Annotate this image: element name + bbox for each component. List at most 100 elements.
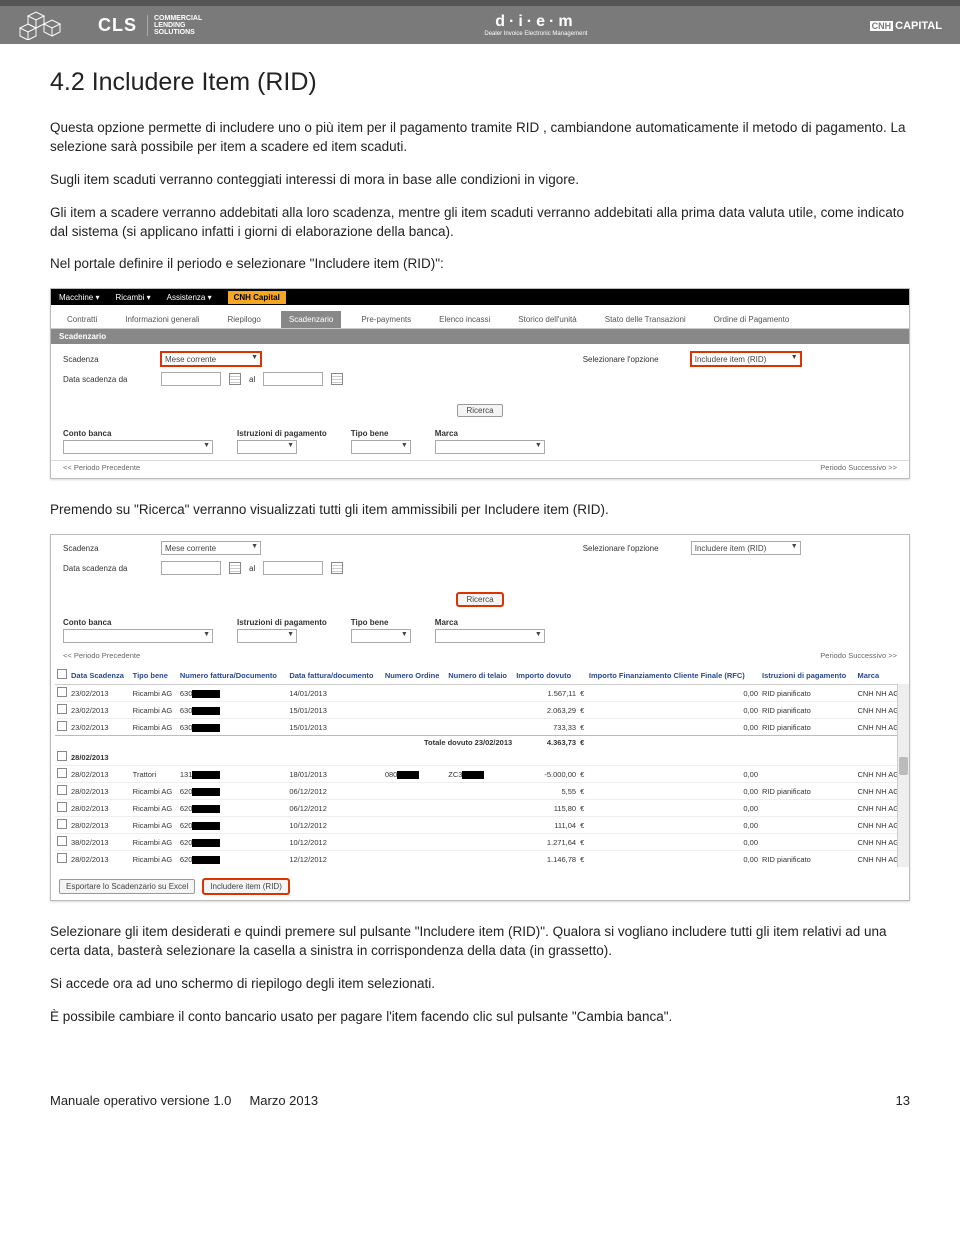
s2-data-al-input[interactable] [263, 561, 323, 575]
th-data: Data Scadenza [69, 666, 131, 685]
s2-scadenza-label: Scadenza [63, 544, 153, 553]
row-checkbox[interactable] [57, 819, 67, 829]
tab-contratti[interactable]: Contratti [59, 311, 105, 328]
table-row: 28/02/2013Ricambi AG62012/12/20121.146,7… [55, 851, 905, 868]
cell-istr [760, 800, 855, 817]
next-period[interactable]: Periodo Successivo >> [820, 463, 897, 472]
cell-eur: € [578, 702, 587, 719]
cell-numt [446, 851, 514, 868]
s2-selop-select[interactable]: Includere item (RID) [691, 541, 801, 555]
data-al-input[interactable] [263, 372, 323, 386]
tab-elenco[interactable]: Elenco incassi [431, 311, 498, 328]
s2-conto-select[interactable] [63, 629, 213, 643]
row-checkbox[interactable] [57, 836, 67, 846]
s2-tipo-select[interactable] [351, 629, 411, 643]
th-dataf: Data fattura/documento [287, 666, 382, 685]
marca-select[interactable] [435, 440, 545, 454]
calendar-icon[interactable] [229, 373, 241, 385]
include-rid-button[interactable]: Includere item (RID) [203, 879, 289, 894]
row-checkbox[interactable] [57, 802, 67, 812]
group-checkbox[interactable] [57, 751, 67, 761]
cell-istr: RID pianificato [760, 685, 855, 702]
diem-logo: d·i·e·m [484, 13, 587, 31]
cell-numt: ZC3 [446, 766, 514, 783]
cell-dataf: 15/01/2013 [287, 719, 382, 736]
nav-assistenza[interactable]: Assistenza ▾ [167, 293, 212, 302]
th-marca: Marca [855, 666, 905, 685]
s2-marca-select[interactable] [435, 629, 545, 643]
tab-stato[interactable]: Stato delle Transazioni [597, 311, 694, 328]
conto-select[interactable] [63, 440, 213, 454]
cell-impf: 0,00 [587, 766, 760, 783]
para-3: Gli item a scadere verranno addebitati a… [50, 204, 910, 242]
cell-numo [383, 851, 446, 868]
tab-storico[interactable]: Storico dell'unità [510, 311, 584, 328]
prev-period[interactable]: << Periodo Precedente [63, 463, 140, 472]
sub-tabs: Contratti Informazioni generali Riepilog… [51, 305, 909, 329]
cell-numo [383, 817, 446, 834]
cell-impf: 0,00 [587, 817, 760, 834]
cell-dataf: 06/12/2012 [287, 783, 382, 800]
cell-imp: 1.146,78 [514, 851, 578, 868]
row-checkbox[interactable] [57, 687, 67, 697]
istr-label: Istruzioni di pagamento [237, 429, 327, 438]
s2-selop-label: Selezionare l'opzione [583, 544, 683, 553]
row-checkbox[interactable] [57, 853, 67, 863]
tab-riepilogo[interactable]: Riepilogo [220, 311, 269, 328]
nav-cnh-capital[interactable]: CNH Capital [228, 291, 286, 304]
tab-ordine[interactable]: Ordine di Pagamento [706, 311, 798, 328]
th-imp: Importo dovuto [514, 666, 578, 685]
cell-eur: € [578, 800, 587, 817]
cell-dataf: 14/01/2013 [287, 685, 382, 702]
tab-info[interactable]: Informazioni generali [117, 311, 207, 328]
export-excel-button[interactable]: Esportare lo Scadenzario su Excel [59, 879, 195, 894]
cell-data: 38/02/2013 [69, 834, 131, 851]
ricerca-button[interactable]: Ricerca [457, 404, 502, 417]
cell-data: 23/02/2013 [69, 719, 131, 736]
data-da-input[interactable] [161, 372, 221, 386]
s2-prev-period[interactable]: << Periodo Precedente [63, 651, 140, 660]
cell-data: 28/02/2013 [69, 766, 131, 783]
s2-next-period[interactable]: Periodo Successivo >> [820, 651, 897, 660]
calendar-icon-4[interactable] [331, 562, 343, 574]
cell-dataf: 12/12/2012 [287, 851, 382, 868]
scadenza-select[interactable]: Mese corrente [161, 352, 261, 366]
cell-istr [760, 817, 855, 834]
nav-ricambi[interactable]: Ricambi ▾ [116, 293, 151, 302]
panel-header: Scadenzario [51, 329, 909, 344]
s2-data-da-input[interactable] [161, 561, 221, 575]
page-body: 4.2 Includere Item (RID) Questa opzione … [0, 44, 960, 1053]
row-checkbox[interactable] [57, 721, 67, 731]
calendar-icon-2[interactable] [331, 373, 343, 385]
istr-select[interactable] [237, 440, 297, 454]
table-row: 23/02/2013Ricambi AG63015/01/20132.063,2… [55, 702, 905, 719]
nav-macchine[interactable]: Macchine ▾ [59, 293, 100, 302]
scadenza-label: Scadenza [63, 355, 153, 364]
tipo-select[interactable] [351, 440, 411, 454]
cell-tipo: Ricambi AG [131, 783, 178, 800]
cell-eur: € [578, 834, 587, 851]
s2-ricerca-button[interactable]: Ricerca [457, 593, 502, 606]
selop-select[interactable]: Includere item (RID) [691, 352, 801, 366]
s2-data-da-label: Data scadenza da [63, 564, 153, 573]
row-checkbox[interactable] [57, 704, 67, 714]
s2-scadenza-select[interactable]: Mese corrente [161, 541, 261, 555]
cubes-icon [18, 10, 88, 40]
row-checkbox[interactable] [57, 785, 67, 795]
scrollbar[interactable] [897, 684, 909, 867]
para-5: Premendo su "Ricerca" verranno visualizz… [50, 501, 910, 520]
cell-dataf: 10/12/2012 [287, 817, 382, 834]
select-all-checkbox[interactable] [57, 669, 67, 679]
s2-istr-select[interactable] [237, 629, 297, 643]
cell-dataf: 15/01/2013 [287, 702, 382, 719]
cell-tipo: Ricambi AG [131, 817, 178, 834]
cell-impf: 0,00 [587, 800, 760, 817]
tab-prepayments[interactable]: Pre-payments [353, 311, 419, 328]
calendar-icon-3[interactable] [229, 562, 241, 574]
row-checkbox[interactable] [57, 768, 67, 778]
banner-right: CNHCAPITAL [870, 16, 942, 34]
banner-left: CLS COMMERCIAL LENDING SOLUTIONS [18, 10, 202, 40]
th-tipo: Tipo bene [131, 666, 178, 685]
cell-numt [446, 834, 514, 851]
tab-scadenzario[interactable]: Scadenzario [281, 311, 341, 328]
